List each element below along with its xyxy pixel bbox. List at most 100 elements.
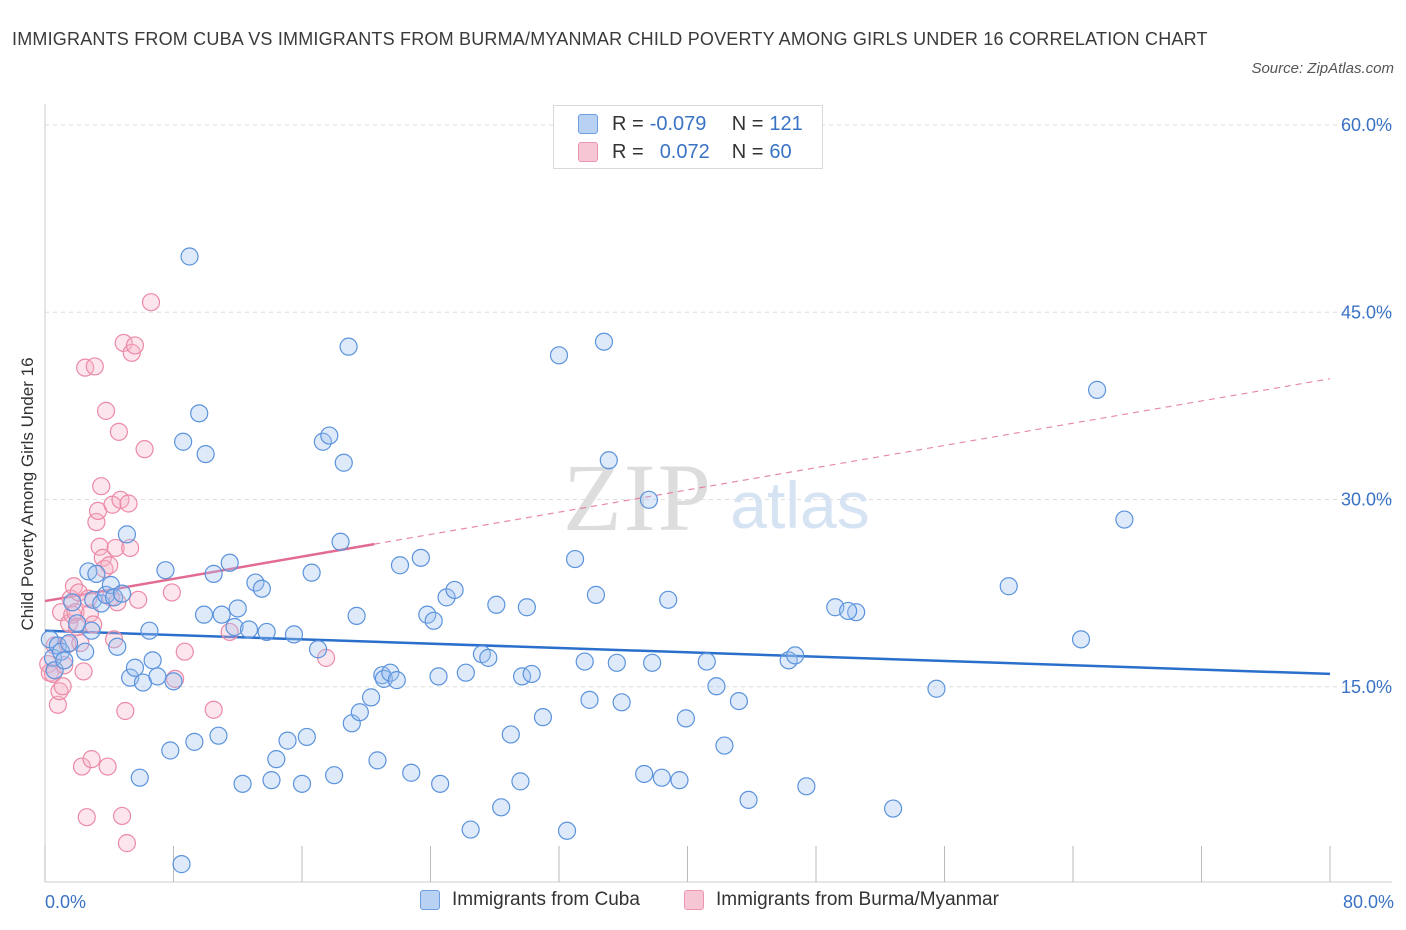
cuba-point bbox=[479, 648, 498, 667]
legend-r-value-burma: 0.072 bbox=[659, 140, 710, 163]
cuba-point bbox=[82, 621, 101, 640]
cuba-point bbox=[320, 426, 339, 445]
cuba-point bbox=[652, 768, 671, 787]
trend-lines bbox=[44, 378, 1331, 676]
cuba-point bbox=[59, 633, 79, 653]
legend-n-value-cuba: 121 bbox=[769, 112, 803, 135]
legend-row-burma: R = 0.072 N = 60 bbox=[578, 140, 792, 164]
cuba-point bbox=[209, 726, 228, 745]
burma-point bbox=[72, 757, 92, 776]
cuba-point bbox=[130, 768, 149, 787]
cuba-point bbox=[331, 532, 350, 551]
cuba-point bbox=[670, 771, 689, 790]
bottom-legend-label-cuba: Immigrants from Cuba bbox=[452, 889, 640, 910]
cuba-point bbox=[63, 593, 82, 612]
cuba-point bbox=[715, 736, 734, 755]
cuba-point bbox=[108, 637, 127, 656]
burma-point bbox=[84, 615, 103, 634]
y-tick-label: 30.0% bbox=[1341, 490, 1392, 510]
cuba-point bbox=[252, 579, 271, 598]
legend-swatch-cuba bbox=[578, 114, 598, 134]
cuba-point bbox=[424, 611, 443, 630]
cuba-point bbox=[76, 642, 95, 661]
cuba-point bbox=[112, 584, 132, 603]
correlation-legend: R = -0.079 N = 121 R = 0.072 N = 60 bbox=[553, 105, 823, 169]
cuba-point bbox=[492, 798, 511, 817]
cuba-point bbox=[55, 651, 74, 670]
burma-point bbox=[82, 750, 101, 769]
cuba-point bbox=[325, 766, 344, 785]
cuba-point bbox=[575, 652, 594, 671]
cuba-point bbox=[635, 764, 654, 784]
cuba-point bbox=[334, 453, 353, 472]
burma-point bbox=[109, 422, 128, 441]
burma-point bbox=[112, 806, 132, 826]
legend-r-label: R = bbox=[612, 140, 644, 163]
bottom-legend-burma: Immigrants from Burma/Myanmar bbox=[684, 889, 999, 911]
cuba-point bbox=[883, 799, 903, 818]
cuba-point bbox=[786, 646, 805, 665]
cuba-point bbox=[292, 774, 312, 793]
cuba-point bbox=[659, 590, 678, 609]
y-tick-label: 45.0% bbox=[1341, 302, 1392, 322]
cuba-point bbox=[707, 677, 726, 696]
burma-trend-line-solid bbox=[44, 542, 375, 603]
burma-point bbox=[175, 642, 194, 661]
bottom-legend-swatch-cuba bbox=[420, 890, 440, 910]
cuba-point bbox=[549, 346, 569, 365]
burma-point bbox=[96, 401, 116, 420]
cuba-point bbox=[284, 625, 304, 644]
burma-point bbox=[92, 477, 111, 496]
watermark-atlas: atlas bbox=[730, 468, 869, 542]
cuba-point bbox=[431, 774, 450, 793]
cuba-point bbox=[729, 691, 749, 711]
burma-point bbox=[74, 662, 93, 681]
cuba-point bbox=[533, 708, 553, 727]
legend-n-label: N = bbox=[731, 140, 764, 163]
y-tick-label: 60.0% bbox=[1341, 115, 1392, 135]
burma-point bbox=[50, 682, 69, 701]
cuba-point bbox=[1071, 630, 1091, 649]
cuba-point bbox=[999, 577, 1018, 596]
cuba-point bbox=[180, 247, 199, 266]
cuba-point bbox=[212, 605, 231, 624]
cuba-point bbox=[239, 620, 259, 639]
y-axis-label: Child Poverty Among Girls Under 16 bbox=[18, 357, 37, 631]
legend-n-label: N = bbox=[731, 112, 764, 135]
axes bbox=[44, 104, 1392, 883]
cuba-point bbox=[185, 732, 204, 751]
cuba-point bbox=[368, 751, 387, 770]
cuba-point bbox=[174, 432, 193, 451]
burma-point bbox=[64, 577, 84, 596]
bottom-legend-swatch-burma bbox=[684, 890, 704, 910]
burma-point bbox=[135, 440, 154, 459]
burma-point bbox=[76, 358, 95, 377]
cuba-point bbox=[445, 580, 464, 600]
cuba-point bbox=[522, 664, 541, 684]
cuba-point bbox=[125, 658, 145, 677]
cuba-point bbox=[676, 709, 695, 728]
burma-point bbox=[129, 590, 148, 609]
x-tick-label-min: 0.0% bbox=[45, 892, 86, 912]
legend-n-value-burma: 60 bbox=[769, 140, 792, 163]
cuba-point bbox=[302, 563, 321, 582]
cuba-point bbox=[697, 652, 716, 671]
cuba-point bbox=[257, 622, 276, 642]
burma-point bbox=[125, 336, 145, 355]
cuba-point bbox=[45, 661, 64, 680]
cuba-point bbox=[580, 690, 599, 709]
legend-r-label: R = bbox=[612, 112, 644, 135]
cuba-point bbox=[196, 445, 215, 464]
burma-point bbox=[77, 808, 96, 827]
tick-labels: 15.0% 30.0% 45.0% 60.0% 0.0% 80.0% bbox=[45, 115, 1394, 912]
grid-lines bbox=[45, 124, 1392, 688]
cuba-point bbox=[557, 821, 577, 840]
cuba-point bbox=[639, 490, 659, 509]
burma-point bbox=[98, 757, 117, 776]
cuba-point bbox=[429, 667, 448, 686]
burma-point bbox=[117, 834, 137, 853]
cuba-point bbox=[739, 790, 758, 810]
cuba-point bbox=[456, 663, 475, 682]
cuba-point bbox=[607, 653, 626, 672]
cuba-point bbox=[204, 564, 223, 583]
